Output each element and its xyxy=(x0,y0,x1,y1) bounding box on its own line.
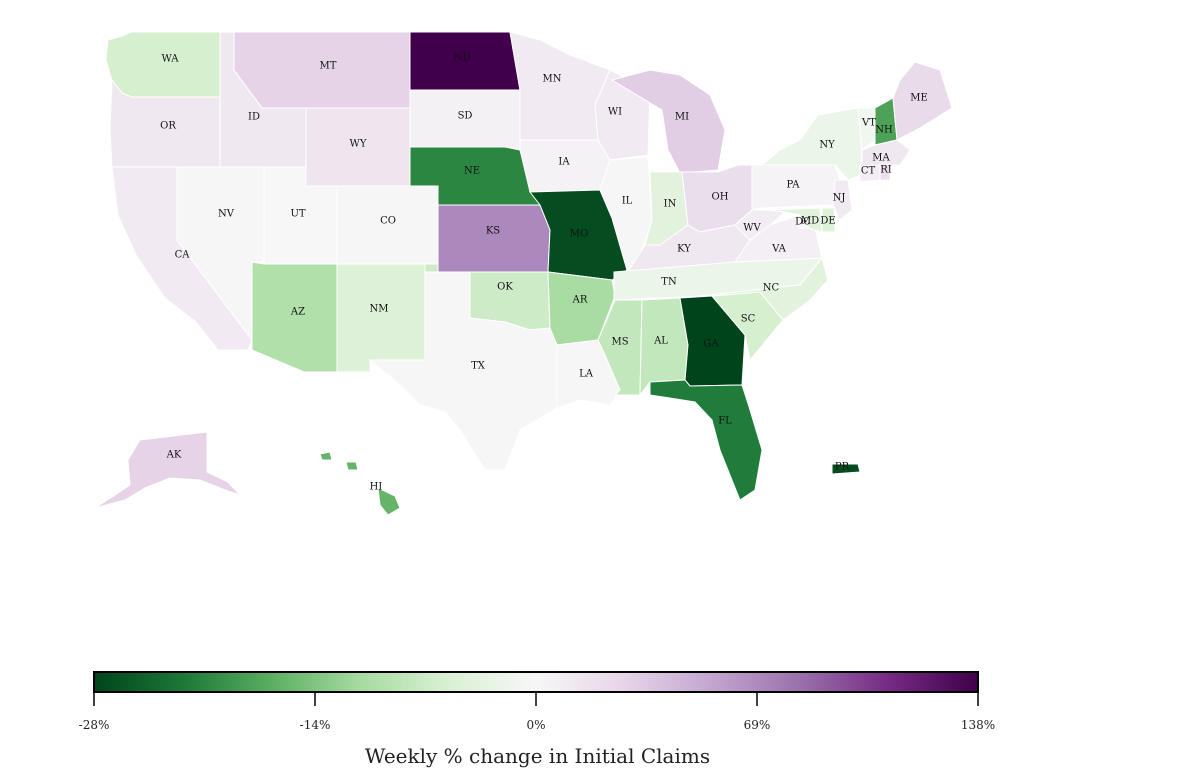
state-label-NJ: NJ xyxy=(833,193,846,204)
state-label-NE: NE xyxy=(464,166,480,177)
state-label-UT: UT xyxy=(290,209,305,220)
legend-tick-label: 0% xyxy=(526,718,546,732)
state-label-FL: FL xyxy=(718,416,732,427)
state-label-CA: CA xyxy=(175,250,191,261)
state-label-AR: AR xyxy=(572,295,588,306)
state-label-WY: WY xyxy=(350,139,367,150)
state-label-DC: DC xyxy=(795,217,811,228)
state-label-NH: NH xyxy=(875,125,893,136)
state-label-OR: OR xyxy=(160,121,176,132)
state-label-PR: PR xyxy=(835,462,850,473)
state-label-MO: MO xyxy=(570,229,588,240)
state-label-KS: KS xyxy=(486,226,500,237)
state-label-TN: TN xyxy=(661,277,677,288)
state-label-CO: CO xyxy=(380,216,396,227)
state-label-OK: OK xyxy=(497,282,513,293)
state-label-WI: WI xyxy=(608,107,622,118)
state-label-IA: IA xyxy=(558,157,570,168)
state-label-LA: LA xyxy=(579,369,594,380)
state-label-AL: AL xyxy=(653,336,668,347)
state-CT[interactable] xyxy=(859,165,881,183)
legend-title: Weekly % change in Initial Claims xyxy=(364,744,711,768)
state-label-SD: SD xyxy=(458,111,473,122)
state-label-KY: KY xyxy=(677,244,691,255)
state-label-AK: AK xyxy=(166,450,182,461)
state-label-MT: MT xyxy=(320,61,337,72)
state-label-MN: MN xyxy=(543,74,562,85)
state-label-NM: NM xyxy=(370,304,389,315)
state-MI[interactable] xyxy=(610,69,726,174)
state-label-DE: DE xyxy=(820,216,835,227)
state-label-NV: NV xyxy=(218,209,235,220)
state-label-CT: CT xyxy=(861,166,876,177)
state-HI[interactable] xyxy=(377,487,401,516)
state-label-HI: HI xyxy=(370,482,383,493)
state-WA[interactable] xyxy=(105,31,221,98)
state-label-MS: MS xyxy=(611,337,628,348)
state-label-IN: IN xyxy=(664,199,677,210)
state-label-NC: NC xyxy=(763,283,780,294)
state-label-NY: NY xyxy=(819,140,835,151)
legend-tick-label: -14% xyxy=(299,718,331,732)
state-KS[interactable] xyxy=(437,204,551,273)
state-NJ[interactable] xyxy=(832,179,853,221)
state-FL[interactable] xyxy=(649,379,763,501)
state-AK[interactable] xyxy=(94,431,241,509)
state-ME[interactable] xyxy=(892,61,953,141)
state-DE[interactable] xyxy=(821,207,836,233)
state-label-WA: WA xyxy=(161,54,179,65)
state-label-RI: RI xyxy=(880,165,892,176)
state-TX[interactable] xyxy=(368,271,558,471)
state-label-TX: TX xyxy=(471,361,486,372)
state-label-AZ: AZ xyxy=(290,307,305,318)
state-label-MD: MD xyxy=(801,216,819,227)
state-NM[interactable] xyxy=(336,263,426,373)
state-PR[interactable] xyxy=(831,463,861,475)
state-MN[interactable] xyxy=(509,31,611,141)
state-label-OH: OH xyxy=(712,192,729,203)
state-DC[interactable] xyxy=(797,217,809,229)
state-NC[interactable] xyxy=(699,256,829,321)
state-label-VA: VA xyxy=(771,244,787,255)
state-MS[interactable] xyxy=(597,299,643,396)
state-label-IL: IL xyxy=(622,196,633,207)
legend-tick-label: 69% xyxy=(743,718,771,732)
state-label-MA: MA xyxy=(872,153,890,164)
state-label-ME: ME xyxy=(910,93,928,104)
state-label-ID: ID xyxy=(248,112,260,123)
hawaii-island-oahu xyxy=(345,461,359,471)
state-label-PA: PA xyxy=(786,180,800,191)
state-label-WV: WV xyxy=(743,223,761,234)
legend-tick-label: 138% xyxy=(960,718,996,732)
state-label-VT: VT xyxy=(861,118,876,129)
state-label-MI: MI xyxy=(675,112,689,123)
hawaii-island-kauai xyxy=(319,451,333,461)
legend-colorbar xyxy=(93,671,979,693)
state-label-GA: GA xyxy=(703,339,719,350)
state-label-SC: SC xyxy=(741,314,756,325)
legend-tick-label: -28% xyxy=(78,718,110,732)
state-label-ND: ND xyxy=(454,53,471,64)
color-legend xyxy=(93,671,979,706)
